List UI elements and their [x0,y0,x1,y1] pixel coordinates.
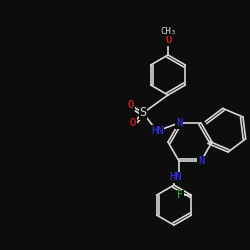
Text: N: N [176,118,182,128]
Text: O: O [165,35,171,45]
Text: N: N [198,156,204,166]
Text: O: O [130,118,136,128]
Text: N: N [176,118,182,128]
Text: HN: HN [151,126,163,136]
Text: S: S [140,106,146,120]
Text: F: F [177,190,184,200]
Text: CH₃: CH₃ [160,26,176,36]
Text: O: O [128,100,134,110]
Text: HN: HN [169,172,181,182]
